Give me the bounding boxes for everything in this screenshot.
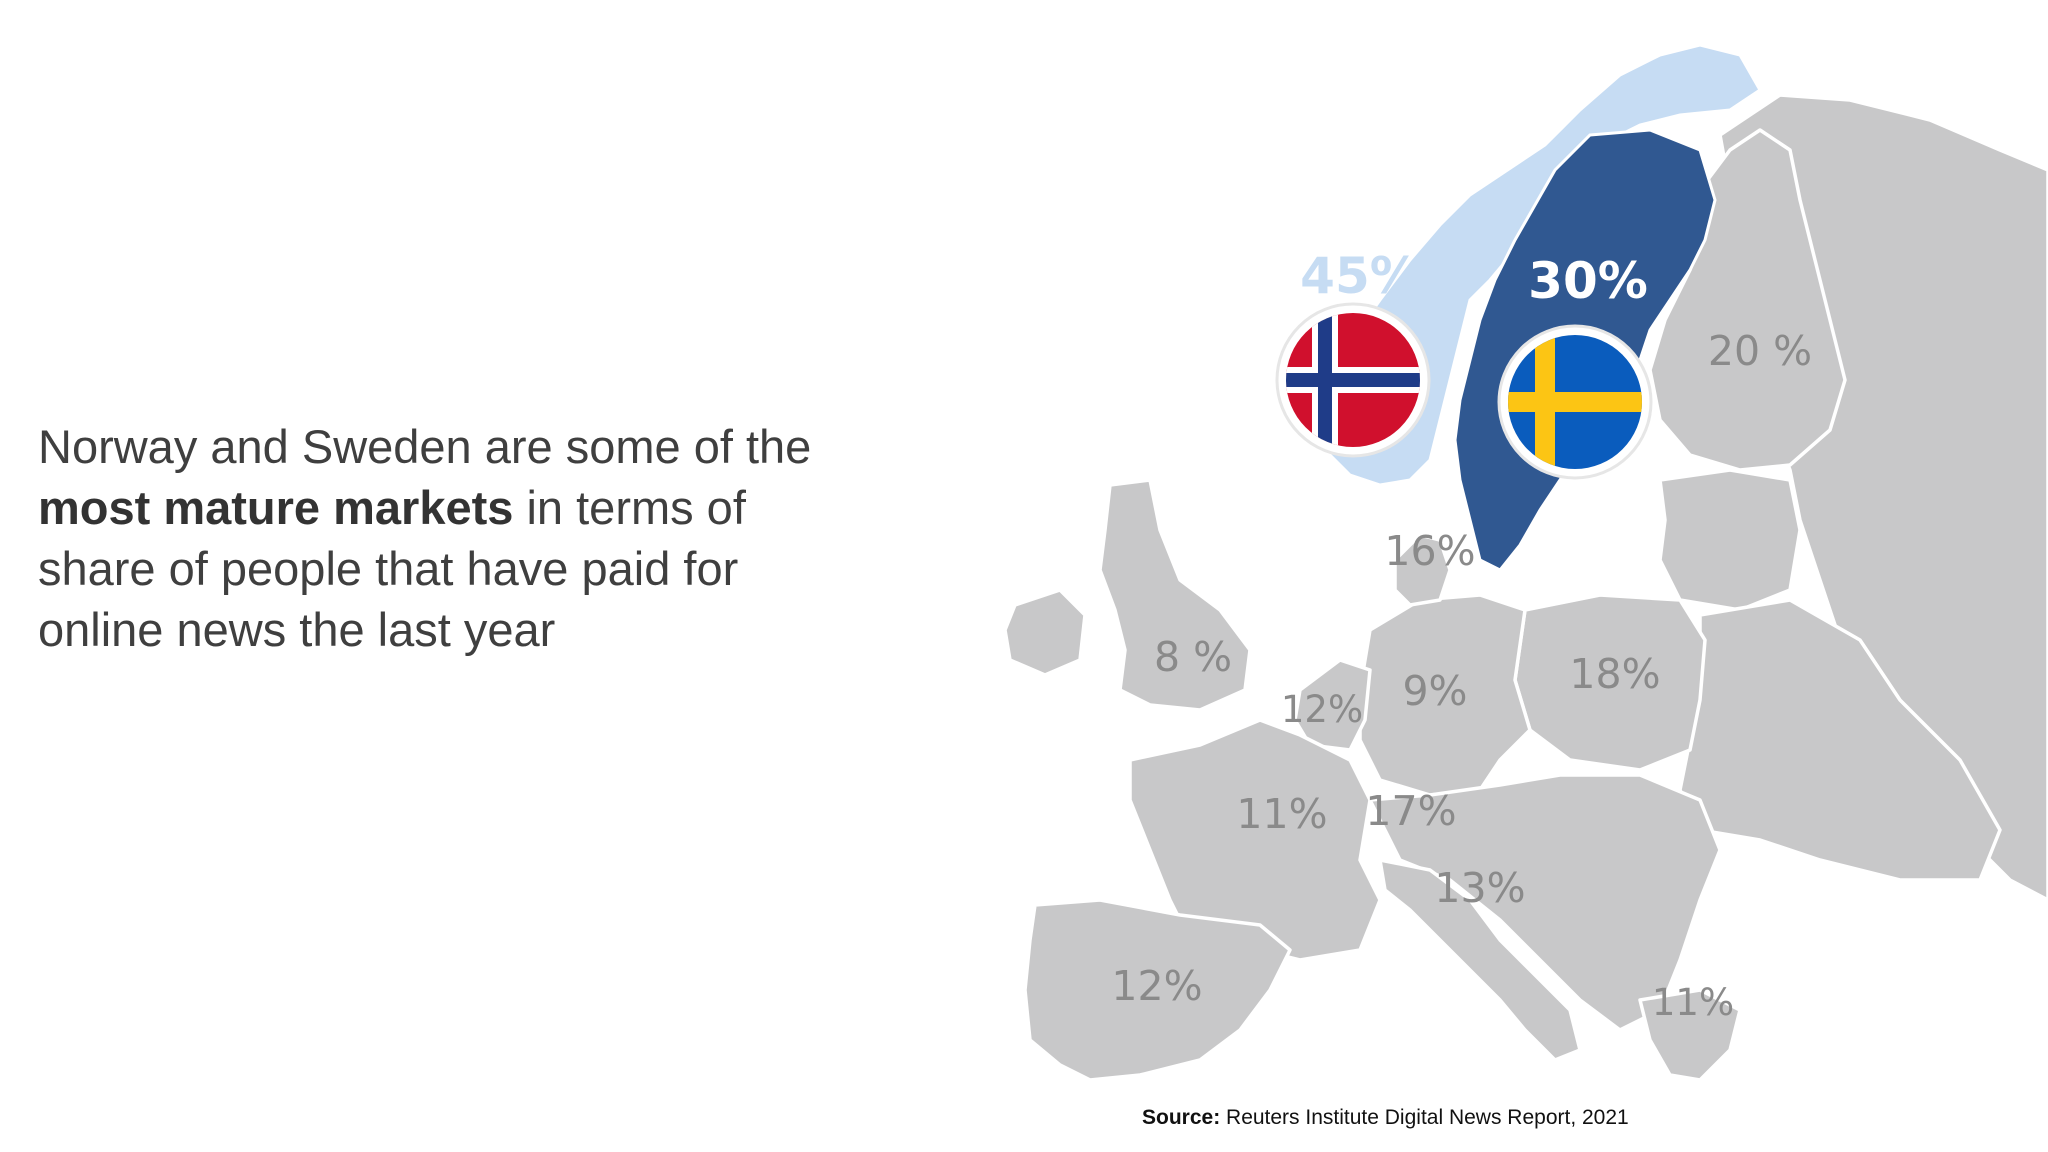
label-germany: 9% xyxy=(1402,667,1467,715)
norway-value: 45% xyxy=(1300,247,1420,305)
sweden-flag-icon xyxy=(1497,324,1653,480)
baltic-states-region xyxy=(1658,468,1802,612)
headline-part2: in terms of share of people that have pa… xyxy=(38,481,746,656)
label-italy: 13% xyxy=(1434,864,1525,912)
label-spain: 12% xyxy=(1111,962,1202,1010)
italy-region xyxy=(1378,858,1582,1062)
label-switzerland: 17% xyxy=(1365,787,1456,835)
belarus-ukraine-region xyxy=(1678,598,2002,882)
benelux-region xyxy=(1293,658,1372,752)
sweden-marker: 30% xyxy=(1497,252,1653,480)
headline-part1: Norway and Sweden are some of the xyxy=(38,420,812,473)
headline: Norway and Sweden are some of the most m… xyxy=(38,416,858,660)
label-france: 11% xyxy=(1236,790,1327,838)
source-label: Source: xyxy=(1142,1106,1221,1129)
sweden-value: 30% xyxy=(1528,252,1648,310)
land-mass xyxy=(1003,93,2048,1082)
norway-flag-icon xyxy=(1275,302,1431,458)
norway-marker: 45% xyxy=(1275,247,1431,458)
denmark-region xyxy=(1393,533,1452,607)
label-finland: 20 % xyxy=(1708,327,1812,375)
label-belgium: 12% xyxy=(1281,688,1363,731)
germany-region xyxy=(1358,593,1532,797)
central-europe-region xyxy=(1368,773,1722,1032)
source-note: Source: Reuters Institute Digital News R… xyxy=(1142,1106,1629,1130)
source-text: Reuters Institute Digital News Report, 2… xyxy=(1220,1106,1629,1129)
headline-bold: most mature markets xyxy=(38,481,514,534)
label-denmark: 16% xyxy=(1384,527,1475,575)
finland-region xyxy=(1648,128,1847,472)
iberia-region xyxy=(1023,898,1292,1082)
label-greece: 11% xyxy=(1652,981,1734,1024)
greece-region xyxy=(1638,988,1742,1082)
country-labels: 20 % 16% 8 % 18% 9% 12% 11% 17% 13% 12% … xyxy=(1111,327,1812,1024)
uk-region xyxy=(1098,478,1252,712)
label-poland: 18% xyxy=(1569,650,1660,698)
ireland-region xyxy=(1003,588,1087,677)
france-region xyxy=(1128,718,1382,962)
label-uk: 8 % xyxy=(1154,633,1232,681)
